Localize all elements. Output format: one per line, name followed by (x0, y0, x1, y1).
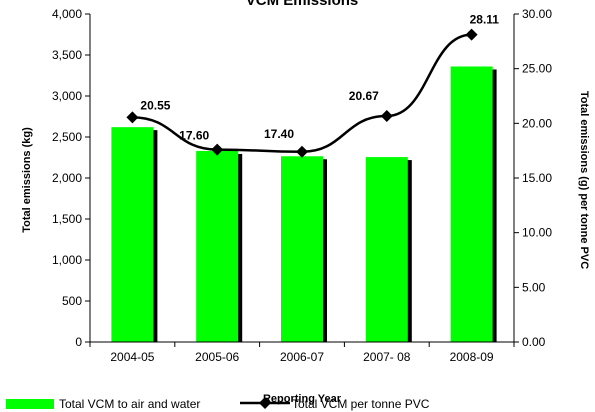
bar-series (111, 66, 497, 342)
bar (111, 127, 154, 342)
data-label: 17.60 (179, 129, 209, 143)
data-label: 20.67 (349, 89, 379, 103)
line-point (380, 110, 393, 123)
legend-marker-diamond (259, 397, 271, 409)
y-tick-label: 4,000 (52, 7, 82, 21)
y2-tick-label: 30.00 (522, 7, 552, 21)
y2-tick-label: 10.00 (522, 226, 552, 240)
line-point (211, 143, 224, 156)
legend-swatch-bar (6, 399, 54, 409)
bar (196, 150, 239, 342)
x-tick-label: 2007- 08 (363, 350, 411, 364)
legend: Total VCM to air and water Total VCM per… (6, 397, 430, 411)
y-tick-label: 2,500 (52, 130, 82, 144)
y2-tick-label: 25.00 (522, 62, 552, 76)
y2-tick-label: 0.00 (522, 335, 546, 349)
y-tick-label: 500 (62, 294, 82, 308)
chart-title: VCM Emissions (246, 0, 359, 9)
x-tick-label: 2004-05 (110, 350, 154, 364)
line-point (126, 111, 139, 124)
y-tick-label: 1,000 (52, 253, 82, 267)
y-axis-label: Total emissions (kg) (21, 127, 33, 233)
axes: 0 500 1,000 1,500 2,000 2,500 3,000 3,500 4,000 0… (52, 7, 552, 364)
data-label: 20.55 (140, 98, 170, 112)
x-tick-label: 2008-09 (450, 350, 494, 364)
y-tick-label: 3,500 (52, 48, 82, 62)
y-tick-label: 2,000 (52, 171, 82, 185)
line-point (465, 28, 478, 41)
y-tick-label: 3,000 (52, 89, 82, 103)
line-point (296, 145, 308, 158)
data-label: 28.11 (470, 13, 500, 27)
line-series: 20.55 17.60 17.40 20.67 28.11 (126, 13, 499, 158)
y2-tick-label: 20.00 (522, 116, 552, 130)
data-label: 17.40 (264, 127, 294, 141)
y2-tick-label: 15.00 (522, 171, 552, 185)
y2-axis-label: Total emissions (g) per tonne PVC (578, 91, 590, 269)
y-tick-label: 1,500 (52, 212, 82, 226)
y-tick-label: 0 (75, 335, 82, 349)
x-tick-label: 2005-06 (195, 350, 239, 364)
bar (365, 157, 408, 342)
x-tick-label: 2006-07 (280, 350, 324, 364)
legend-label-bar: Total VCM to air and water (59, 397, 200, 411)
bar (450, 66, 493, 342)
legend-label-line: Total VCM per tonne PVC (292, 397, 430, 411)
y2-tick-label: 5.00 (522, 280, 546, 294)
bar (281, 156, 323, 342)
